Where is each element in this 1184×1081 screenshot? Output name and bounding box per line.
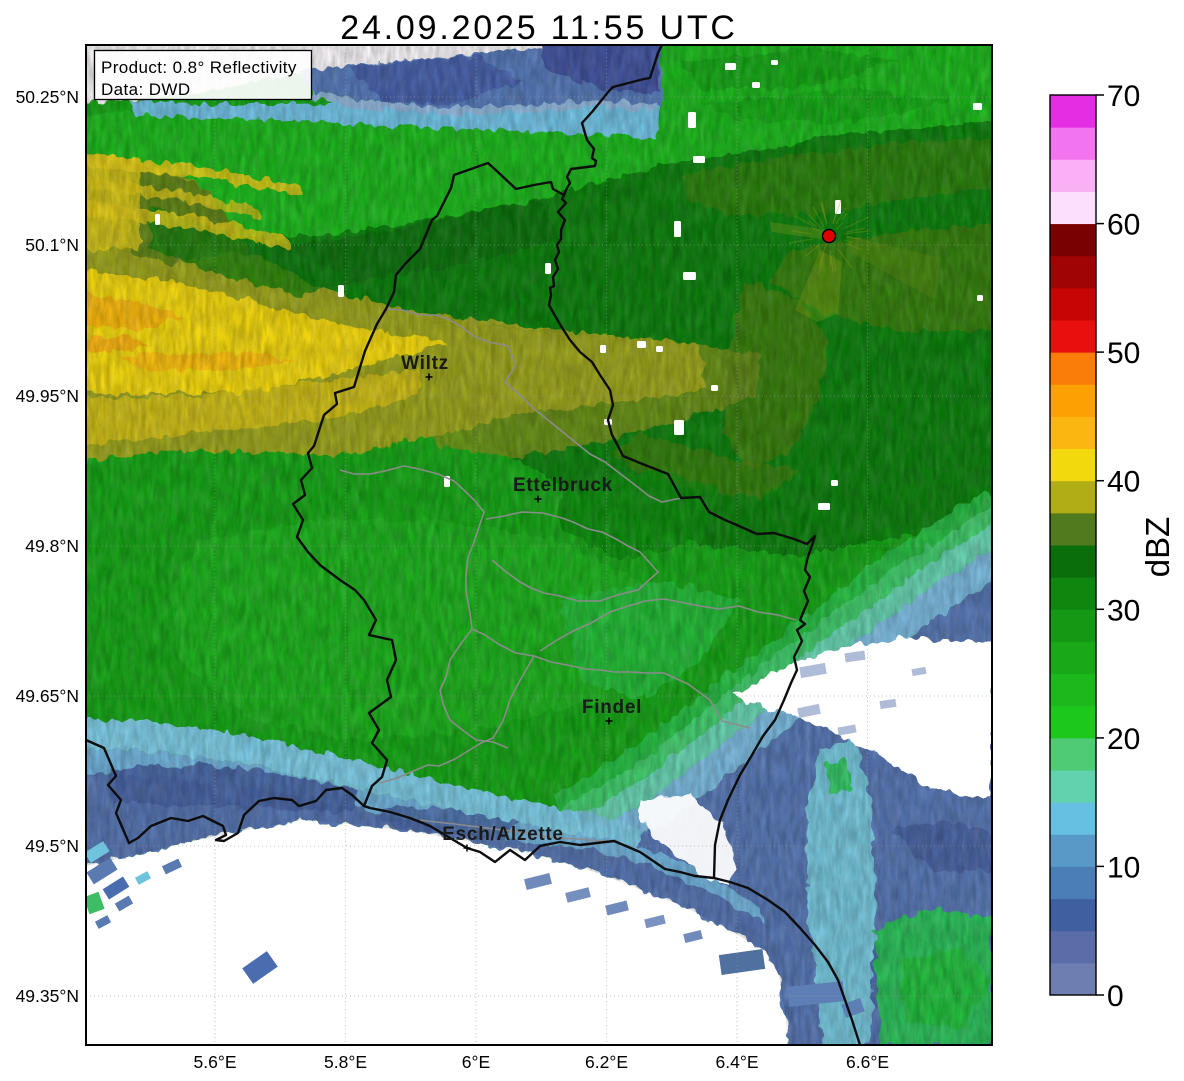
svg-text:5.8°E: 5.8°E bbox=[324, 1052, 367, 1072]
svg-text:60: 60 bbox=[1107, 209, 1140, 242]
svg-text:Findel: Findel bbox=[582, 697, 642, 718]
svg-text:20: 20 bbox=[1107, 723, 1140, 756]
svg-text:30: 30 bbox=[1107, 594, 1140, 627]
svg-text:50.25°N: 50.25°N bbox=[16, 87, 79, 107]
svg-text:6.2°E: 6.2°E bbox=[585, 1052, 628, 1072]
svg-text:6.4°E: 6.4°E bbox=[716, 1052, 759, 1072]
svg-text:49.35°N: 49.35°N bbox=[16, 986, 79, 1006]
svg-text:49.5°N: 49.5°N bbox=[25, 836, 79, 856]
svg-text:Product: 0.8° Reflectivity: Product: 0.8° Reflectivity bbox=[101, 58, 297, 77]
svg-text:Ettelbruck: Ettelbruck bbox=[513, 475, 613, 496]
svg-text:49.95°N: 49.95°N bbox=[16, 386, 79, 406]
svg-text:Esch/Alzette: Esch/Alzette bbox=[442, 824, 563, 845]
svg-text:70: 70 bbox=[1107, 80, 1140, 113]
svg-text:0: 0 bbox=[1107, 980, 1124, 1013]
svg-text:40: 40 bbox=[1107, 466, 1140, 499]
svg-text:50.1°N: 50.1°N bbox=[25, 235, 79, 255]
svg-text:50: 50 bbox=[1107, 337, 1140, 370]
svg-text:5.6°E: 5.6°E bbox=[194, 1052, 237, 1072]
svg-text:6°E: 6°E bbox=[462, 1052, 490, 1072]
svg-text:10: 10 bbox=[1107, 851, 1140, 884]
svg-text:dBZ: dBZ bbox=[1139, 517, 1176, 578]
svg-text:Data: DWD: Data: DWD bbox=[101, 80, 191, 99]
svg-text:24.09.2025 11:55 UTC: 24.09.2025 11:55 UTC bbox=[340, 9, 738, 47]
svg-text:49.65°N: 49.65°N bbox=[16, 686, 79, 706]
svg-text:Wiltz: Wiltz bbox=[401, 353, 449, 374]
svg-text:49.8°N: 49.8°N bbox=[25, 536, 79, 556]
svg-text:6.6°E: 6.6°E bbox=[846, 1052, 889, 1072]
